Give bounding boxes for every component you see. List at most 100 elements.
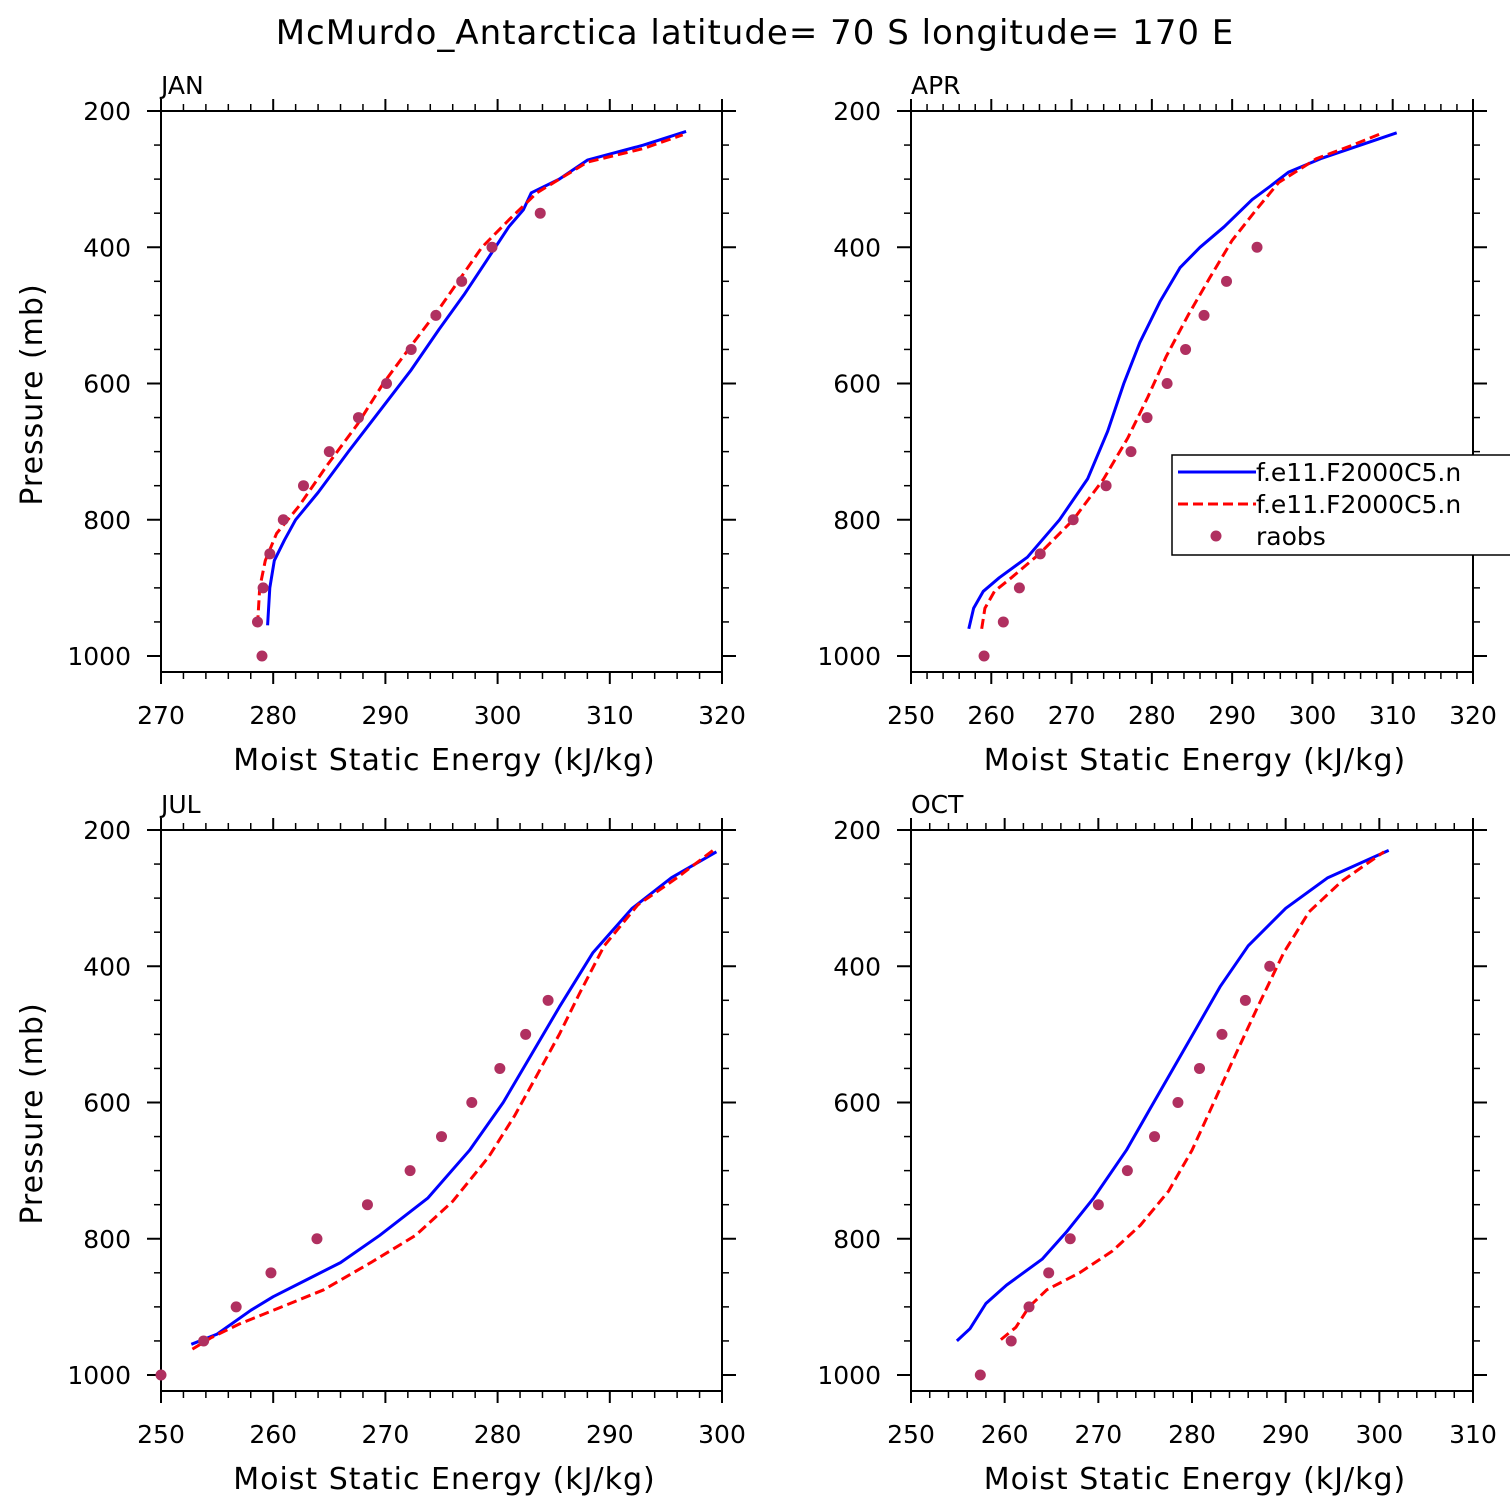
raobs-point (974, 1369, 986, 1381)
x-tick-label: 300 (474, 701, 522, 730)
y-axis-label: Pressure (mb) (15, 1002, 50, 1224)
raobs-point (1239, 994, 1251, 1006)
x-tick-label: 250 (887, 1420, 935, 1449)
raobs-point (277, 514, 289, 526)
raobs-point (265, 1267, 277, 1279)
raobs-point (456, 275, 468, 287)
raobs-point (486, 241, 498, 253)
y-tick-label: 200 (833, 816, 881, 845)
x-tick-label: 270 (137, 701, 185, 730)
x-tick-label: 270 (362, 1420, 410, 1449)
raobs-point (405, 343, 417, 355)
x-tick-label: 290 (1262, 1420, 1310, 1449)
raobs-point (404, 1165, 416, 1177)
raobs-point (257, 582, 269, 594)
x-tick-label: 300 (698, 1420, 746, 1449)
x-axis-label: Moist Static Energy (kJ/kg) (233, 743, 656, 778)
x-tick-label: 290 (586, 1420, 634, 1449)
plot-frame (160, 829, 723, 1392)
raobs-point (430, 309, 442, 321)
y-tick-label: 400 (833, 952, 881, 981)
raobs-point (352, 412, 364, 424)
x-tick-label: 280 (249, 701, 297, 730)
panel-label-apr: APR (911, 71, 961, 100)
raobs-point (297, 480, 309, 492)
raobs-point (381, 378, 393, 389)
x-tick-label: 270 (1074, 1420, 1122, 1449)
raobs-point (230, 1301, 242, 1313)
raobs-point (1198, 309, 1210, 321)
legend-marker (1210, 530, 1222, 542)
raobs-point (1216, 1028, 1228, 1040)
series-line-1 (955, 849, 1390, 1342)
raobs-point (1005, 1335, 1017, 1347)
y-tick-label: 600 (83, 1089, 131, 1118)
raobs-point (520, 1028, 532, 1040)
x-axis-label: Moist Static Energy (kJ/kg) (984, 1462, 1407, 1497)
plot-frame (910, 110, 1474, 673)
raobs-point (198, 1335, 210, 1347)
raobs-point (978, 650, 990, 662)
legend: f.e11.F2000C5.n f.e11.F2000C5.n raobs (1171, 454, 1510, 556)
x-tick-label: 320 (1449, 701, 1497, 730)
series-line-2 (999, 850, 1385, 1341)
raobs-point (997, 616, 1009, 628)
series-line-1 (266, 129, 687, 626)
raobs-point (1100, 480, 1112, 492)
raobs-point (323, 446, 335, 458)
plot-frame (910, 829, 1474, 1392)
raobs-point (1264, 960, 1276, 972)
series-line-1 (967, 131, 1398, 630)
y-tick-label: 400 (83, 233, 131, 262)
x-tick-label: 280 (474, 1420, 522, 1449)
raobs-point (1193, 1062, 1205, 1074)
raobs-point (1092, 1199, 1104, 1211)
y-axis-label: Pressure (mb) (15, 283, 50, 505)
raobs-point (1121, 1165, 1133, 1177)
series-line-2 (256, 133, 684, 626)
figure-title: McMurdo_Antarctica latitude= 70 S longit… (276, 13, 1235, 53)
raobs-point (542, 994, 554, 1006)
series-line-1 (190, 850, 718, 1346)
raobs-point (534, 207, 546, 219)
raobs-point (1023, 1301, 1035, 1313)
raobs-point (1180, 343, 1192, 355)
raobs-point (1251, 241, 1263, 253)
raobs-point (1161, 378, 1173, 389)
x-tick-label: 310 (1449, 1420, 1497, 1449)
y-tick-label: 1000 (817, 642, 881, 671)
y-tick-label: 600 (83, 370, 131, 399)
panel-apr: APR 250 260 270 280 290 300 310 320 200 400 600 800 1… (817, 71, 1510, 778)
y-tick-label: 800 (833, 1225, 881, 1254)
y-tick-label: 600 (833, 1089, 881, 1118)
panel-label-oct: OCT (911, 790, 964, 819)
y-tick-label: 1000 (67, 1361, 131, 1390)
x-tick-label: 250 (887, 701, 935, 730)
raobs-point (1013, 582, 1025, 594)
raobs-point (466, 1097, 478, 1108)
raobs-point (1125, 446, 1137, 458)
panel-jul: JUL 250 260 270 280 290 300 200 400 600 800 1000 Moi… (15, 790, 746, 1497)
y-tick-label: 200 (83, 97, 131, 126)
raobs-point (155, 1369, 167, 1381)
series-line-2 (191, 849, 714, 1351)
panel-oct: OCT 250 260 270 280 290 300 310 200 400 600 800 1000… (817, 790, 1496, 1497)
x-tick-label: 260 (967, 701, 1015, 730)
x-tick-label: 320 (698, 701, 746, 730)
y-tick-label: 1000 (817, 1361, 881, 1390)
x-tick-label: 310 (586, 701, 634, 730)
raobs-point (1064, 1233, 1076, 1245)
x-tick-label: 300 (1289, 701, 1337, 730)
raobs-point (1043, 1267, 1055, 1279)
raobs-point (256, 650, 268, 662)
x-axis-label: Moist Static Energy (kJ/kg) (233, 1462, 656, 1497)
panel-label-jan: JAN (159, 71, 204, 100)
raobs-point (311, 1233, 323, 1245)
raobs-point (1034, 548, 1046, 560)
x-tick-label: 260 (249, 1420, 297, 1449)
y-tick-label: 800 (833, 506, 881, 535)
panel-jan: JAN 270 280 290 300 310 320 200 400 600 800 1000 Moi… (15, 71, 746, 778)
raobs-point (1221, 275, 1233, 287)
x-tick-label: 300 (1355, 1420, 1403, 1449)
y-tick-label: 800 (83, 1225, 131, 1254)
